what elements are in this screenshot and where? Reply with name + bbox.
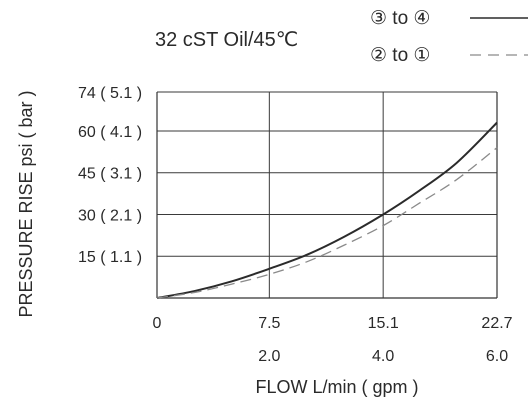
tick-labels: 15 ( 1.1 ) 30 ( 2.1 ) 45 ( 3.1 ) 60 ( 4.1 )… xyxy=(78,85,513,365)
y-tick-label: 74 ( 5.1 ) xyxy=(78,85,142,102)
x-tick-label: 22.7 xyxy=(481,315,512,332)
legend-label: ③ to ④ xyxy=(370,8,430,29)
series-layer xyxy=(156,121,498,299)
y-tick-label: 30 ( 2.1 ) xyxy=(78,207,142,224)
x-tick-sublabel: 6.0 xyxy=(486,348,508,365)
x-axis-title: FLOW L/min ( gpm ) xyxy=(255,377,418,397)
y-tick-label: 45 ( 3.1 ) xyxy=(78,166,142,183)
plot-frame xyxy=(156,92,498,299)
y-axis-title: PRESSURE RISE psi ( bar ) xyxy=(16,90,36,317)
x-tick-sublabel: 2.0 xyxy=(258,348,280,365)
x-tick-label: 0 xyxy=(153,315,162,332)
x-tick-sublabel: 4.0 xyxy=(372,348,394,365)
series-line-2-to-1 xyxy=(156,147,498,299)
legend: ③ to ④ ② to ① xyxy=(370,8,528,66)
x-tick-label: 7.5 xyxy=(258,315,280,332)
y-tick-label: 15 ( 1.1 ) xyxy=(78,249,142,266)
chart-title: 32 cST Oil/45℃ xyxy=(155,29,298,51)
y-tick-label: 60 ( 4.1 ) xyxy=(78,124,142,141)
legend-label: ② to ① xyxy=(370,45,430,66)
x-tick-label: 15.1 xyxy=(368,315,399,332)
series-line-3-to-4 xyxy=(156,121,498,299)
grid xyxy=(157,91,497,298)
